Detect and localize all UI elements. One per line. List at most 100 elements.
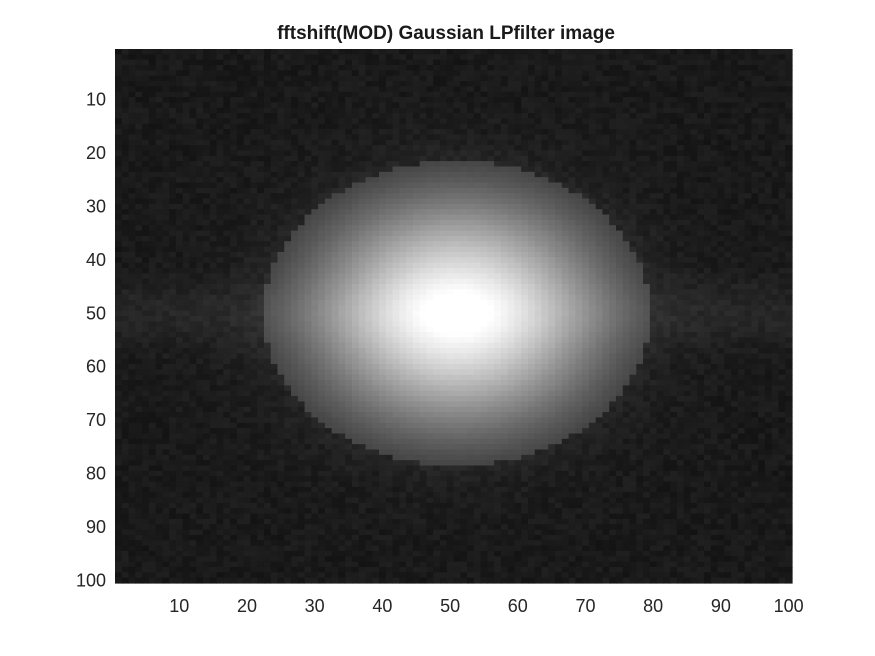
heatmap-cell	[636, 65, 644, 71]
heatmap-cell	[406, 187, 414, 194]
heatmap-cell	[582, 241, 590, 248]
heatmap-cell	[311, 251, 319, 258]
heatmap-cell	[148, 310, 157, 317]
heatmap-cell	[419, 214, 428, 221]
heatmap-cell	[514, 187, 522, 194]
heatmap-cell	[527, 273, 536, 280]
heatmap-cell	[263, 113, 272, 120]
heatmap-cell	[209, 166, 218, 173]
heatmap-cell	[155, 155, 163, 162]
heatmap-cell	[358, 209, 367, 216]
heatmap-cell	[663, 310, 671, 317]
heatmap-cell	[561, 139, 570, 146]
heatmap-cell	[595, 267, 604, 274]
heatmap-cell	[203, 299, 211, 306]
heatmap-cell	[663, 91, 671, 98]
heatmap-cell	[473, 107, 482, 114]
heatmap-cell	[622, 187, 631, 194]
heatmap-cell	[778, 102, 786, 109]
heatmap-cell	[656, 305, 664, 312]
heatmap-cell	[196, 155, 204, 162]
heatmap-cell	[216, 262, 224, 269]
heatmap-cell	[744, 118, 752, 125]
heatmap-cell	[670, 251, 678, 258]
heatmap-cell	[487, 75, 495, 82]
heatmap-cell	[419, 246, 428, 253]
heatmap-cell	[148, 145, 157, 152]
heatmap-cell	[236, 49, 245, 55]
heatmap-cell	[649, 203, 658, 210]
heatmap-cell	[318, 235, 326, 242]
heatmap-cell	[175, 54, 184, 61]
heatmap-cell	[541, 139, 549, 146]
heatmap-cell	[297, 54, 306, 61]
heatmap-cell	[595, 129, 604, 136]
heatmap-cell	[439, 299, 448, 306]
heatmap-cell	[507, 241, 516, 248]
heatmap-cell	[311, 283, 319, 290]
heatmap-cell	[731, 113, 739, 120]
heatmap-cell	[203, 86, 211, 93]
heatmap-cell	[291, 214, 299, 221]
heatmap-cell	[115, 49, 123, 55]
heatmap-cell	[419, 129, 428, 136]
heatmap-cell	[771, 262, 780, 269]
heatmap-cell	[453, 129, 461, 136]
heatmap-cell	[175, 97, 184, 103]
heatmap-cell	[683, 113, 692, 120]
heatmap-cell	[155, 134, 163, 141]
heatmap-cell	[203, 262, 211, 269]
heatmap-cell	[676, 289, 685, 296]
heatmap-cell	[399, 145, 407, 152]
heatmap-cell	[243, 81, 251, 87]
heatmap-cell	[345, 65, 353, 71]
heatmap-cell	[372, 65, 380, 71]
heatmap-cell	[250, 123, 258, 130]
heatmap-cell	[758, 198, 766, 205]
heatmap-cell	[453, 262, 461, 269]
heatmap-cell	[487, 81, 495, 87]
heatmap-cell	[602, 214, 610, 221]
heatmap-cell	[406, 209, 414, 216]
heatmap-cell	[216, 214, 224, 221]
heatmap-cell	[250, 299, 258, 306]
heatmap-cell	[615, 257, 624, 264]
heatmap-cell	[643, 278, 651, 285]
heatmap-cell	[372, 107, 380, 114]
heatmap-cell	[338, 241, 346, 248]
heatmap-cell	[656, 198, 664, 205]
heatmap-cell	[297, 257, 306, 264]
heatmap-cell	[162, 155, 170, 162]
heatmap-cell	[148, 81, 157, 87]
heatmap-cell	[683, 203, 692, 210]
heatmap-cell	[162, 203, 170, 210]
heatmap-cell	[670, 193, 678, 200]
heatmap-cell	[189, 219, 197, 226]
heatmap-cell	[304, 230, 312, 237]
heatmap-cell	[351, 113, 360, 120]
heatmap-cell	[622, 59, 631, 66]
heatmap-cell	[480, 113, 488, 120]
heatmap-cell	[406, 182, 414, 189]
heatmap-cell	[135, 86, 143, 93]
heatmap-cell	[778, 246, 786, 253]
heatmap-cell	[148, 150, 157, 157]
heatmap-cell	[609, 107, 617, 114]
heatmap-cell	[372, 150, 380, 157]
heatmap-cell	[473, 203, 482, 210]
heatmap-cell	[433, 161, 441, 168]
heatmap-cell	[643, 75, 651, 82]
heatmap-cell	[257, 267, 265, 274]
heatmap-cell	[690, 118, 698, 125]
heatmap-cell	[263, 70, 272, 77]
heatmap-cell	[175, 299, 184, 306]
heatmap-cell	[155, 129, 163, 136]
heatmap-cell	[142, 107, 150, 114]
heatmap-cell	[622, 198, 631, 205]
heatmap-cell	[582, 214, 590, 221]
heatmap-cell	[169, 75, 177, 82]
heatmap-cell	[785, 299, 793, 306]
heatmap-cell	[399, 294, 407, 301]
heatmap-cell	[649, 262, 658, 269]
heatmap-cell	[243, 198, 251, 205]
